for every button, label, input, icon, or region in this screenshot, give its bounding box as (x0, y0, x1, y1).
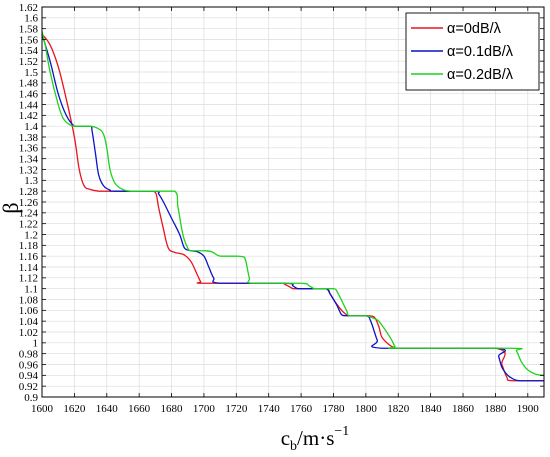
y-axis-title: β (0, 202, 23, 213)
x-tick-label: 1800 (355, 403, 378, 415)
y-tick-label: 1.02 (19, 327, 38, 339)
y-tick-label: 1.62 (19, 2, 38, 14)
y-tick-label: 1.32 (19, 164, 38, 176)
y-tick-label: 1.52 (19, 56, 38, 68)
y-tick-label: 1.3 (24, 175, 38, 187)
x-tick-label: 1820 (387, 403, 410, 415)
y-tick-label: 1.36 (19, 143, 39, 155)
y-tick-label: 0.96 (19, 359, 39, 371)
x-tick-label: 1760 (290, 403, 313, 415)
y-tick-label: 1.06 (19, 305, 39, 317)
x-tick-label: 1600 (31, 403, 54, 415)
series-line-2 (42, 33, 544, 382)
x-tick-label: 1680 (161, 403, 184, 415)
x-tick-label: 1900 (517, 403, 540, 415)
y-tick-label: 1.56 (19, 34, 39, 46)
x-axis-title-superscript: −1 (334, 424, 349, 439)
x-tick-label: 1700 (193, 403, 216, 415)
x-tick-label: 1620 (63, 403, 86, 415)
series-layer (42, 31, 544, 382)
series-line-3 (42, 31, 544, 376)
x-axis-title: cb/m·s−1 (281, 424, 350, 454)
x-tick-label: 1840 (420, 403, 443, 415)
y-tick-label: 1.6 (24, 13, 38, 25)
y-tick-label: 1.28 (19, 186, 39, 198)
x-axis-title-units: /m·s (297, 426, 334, 450)
x-axis-ticks: 1600 1620 1640 1660 1680 1700 1720 1740 1760 1780… (31, 7, 539, 415)
legend-label-3: α=0.2dB/λ (447, 67, 514, 83)
x-axis-title-subscript: b (290, 439, 297, 454)
x-tick-label: 1880 (484, 403, 507, 415)
y-tick-label: 1.46 (19, 88, 39, 100)
x-tick-label: 1640 (96, 403, 119, 415)
y-tick-label: 1.04 (19, 316, 39, 328)
y-tick-label: 1.54 (19, 45, 39, 57)
y-tick-label: 1.12 (19, 273, 38, 285)
y-tick-label: 1.16 (19, 251, 39, 263)
y-tick-label: 1.44 (19, 99, 39, 111)
y-tick-label: 1.48 (19, 78, 39, 90)
x-tick-label: 1720 (225, 403, 248, 415)
y-tick-label: 1.22 (19, 218, 38, 230)
y-tick-label: 1 (33, 338, 39, 350)
y-tick-label: 1.08 (19, 294, 39, 306)
y-tick-label: 1.2 (24, 229, 38, 241)
y-tick-label: 1.4 (24, 121, 38, 133)
x-tick-label: 1860 (452, 403, 475, 415)
y-tick-label: 1.42 (19, 110, 38, 122)
y-tick-label: 1.38 (19, 132, 39, 144)
y-tick-label: 0.98 (19, 348, 39, 360)
x-axis-title-base: c (281, 426, 290, 450)
y-tick-label: 1.26 (19, 197, 39, 209)
y-tick-label: 1.14 (19, 262, 39, 274)
y-tick-label: 0.94 (19, 370, 39, 382)
x-tick-label: 1740 (258, 403, 281, 415)
y-tick-label: 0.9 (24, 392, 38, 404)
y-tick-label: 1.18 (19, 240, 39, 252)
y-tick-label: 0.92 (19, 381, 38, 393)
legend-label-2: α=0.1dB/λ (447, 44, 514, 60)
y-tick-label: 1.24 (19, 208, 39, 220)
y-tick-label: 1.34 (19, 153, 39, 165)
x-tick-label: 1780 (322, 403, 345, 415)
y-axis-ticks: 0.90.920.940.960.9811.021.041.061.081.11… (19, 2, 544, 404)
x-tick-label: 1660 (128, 403, 151, 415)
legend-label-1: α=0dB/λ (447, 21, 502, 37)
y-tick-label: 1.5 (24, 67, 38, 79)
y-tick-label: 1.1 (24, 283, 38, 295)
y-tick-label: 1.58 (19, 23, 39, 35)
legend: α=0dB/λ α=0.1dB/λ α=0.2dB/λ (405, 12, 540, 91)
